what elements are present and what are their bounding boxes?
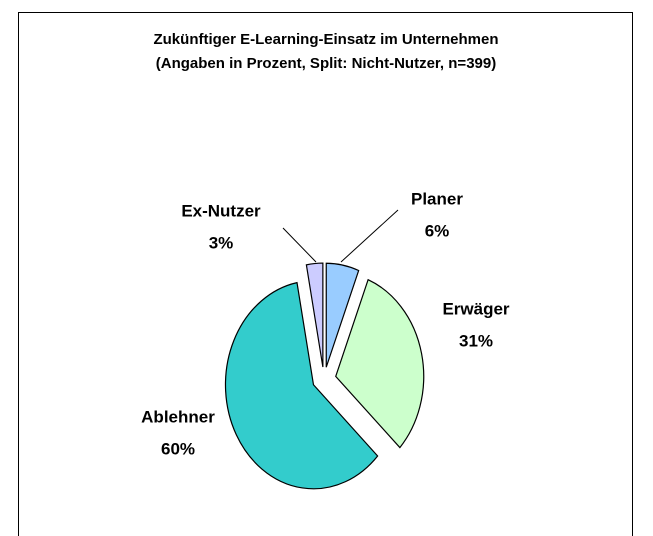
leader-line bbox=[282, 227, 317, 263]
pie-slice bbox=[335, 278, 425, 449]
slice-label: Ex-Nutzer bbox=[181, 201, 261, 220]
slice-label: Planer bbox=[411, 189, 463, 208]
slice-value-label: 31% bbox=[459, 331, 493, 350]
pie-slice bbox=[224, 281, 379, 490]
chart-subtitle: (Angaben in Prozent, Split: Nicht-Nutzer… bbox=[156, 55, 496, 72]
slice-label: Erwäger bbox=[442, 299, 509, 318]
slice-value-label: 6% bbox=[425, 221, 450, 240]
chart-title: Zukünftiger E-Learning-Einsatz im Untern… bbox=[153, 31, 498, 48]
slice-label: Ablehner bbox=[141, 407, 215, 426]
leader-line bbox=[340, 209, 399, 263]
slice-value-label: 3% bbox=[209, 233, 234, 252]
slice-value-label: 60% bbox=[161, 439, 195, 458]
pie-slice bbox=[325, 262, 360, 368]
pie-slice bbox=[305, 262, 324, 368]
